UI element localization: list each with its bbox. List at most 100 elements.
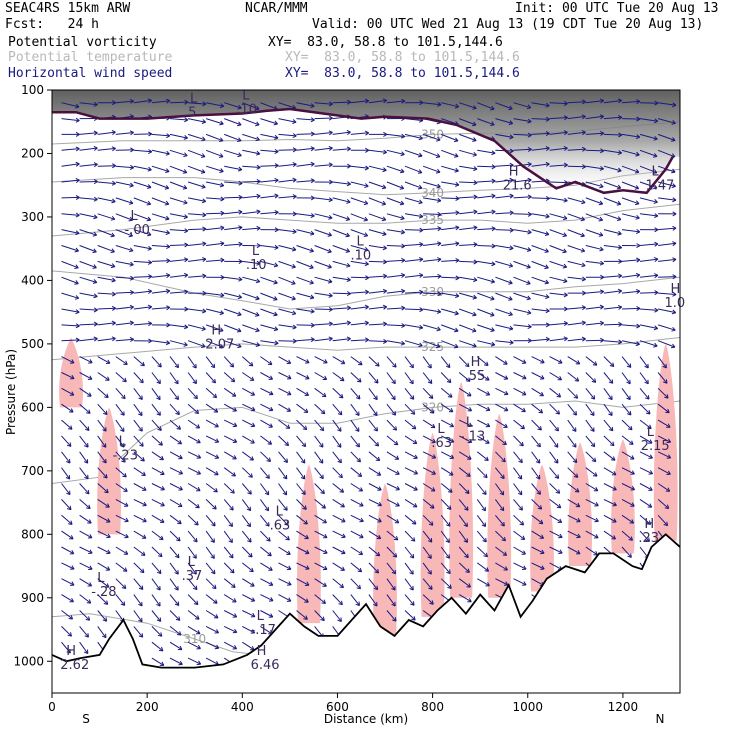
wind-vector xyxy=(151,594,161,607)
wind-vector-head xyxy=(466,392,472,397)
wind-vector-head xyxy=(666,438,672,443)
wind-vector xyxy=(115,435,125,448)
wind-vector xyxy=(242,149,261,155)
extremum-value-label: -.13 xyxy=(460,429,485,444)
wind-vector-head xyxy=(598,232,604,237)
wind-vector xyxy=(314,356,328,364)
wind-vector xyxy=(97,245,115,253)
wind-vector-head xyxy=(562,215,568,221)
wind-vector xyxy=(332,181,351,185)
wind-vector-head xyxy=(526,247,532,252)
wind-vector xyxy=(386,514,400,524)
wind-vector xyxy=(350,260,369,265)
wind-vector-head xyxy=(671,183,676,189)
wind-vector-head xyxy=(553,443,559,448)
wind-vector-head xyxy=(341,549,346,555)
wind-vector xyxy=(169,181,187,189)
wind-vector-head xyxy=(193,394,198,400)
wind-vector-head xyxy=(146,184,152,189)
extremum-value-label: -.23 xyxy=(113,448,138,463)
wind-vector-head xyxy=(654,227,659,233)
wind-vector xyxy=(639,274,658,278)
wind-vector-head xyxy=(74,295,80,300)
wind-vector-head xyxy=(445,363,451,369)
wind-vector-head xyxy=(148,338,153,344)
wind-vector-head xyxy=(401,98,406,104)
wind-vector xyxy=(97,292,116,295)
wind-vector-head xyxy=(392,426,398,431)
wind-vector xyxy=(224,102,242,109)
wind-vector-head xyxy=(376,471,382,476)
wind-vector xyxy=(187,514,199,526)
wind-vector-head xyxy=(156,395,161,401)
wind-vector xyxy=(187,594,199,605)
wind-vector xyxy=(332,467,343,479)
wind-vector-head xyxy=(69,598,74,603)
wind-vector xyxy=(476,515,487,527)
wind-vector-head xyxy=(582,290,586,296)
wind-vector-head xyxy=(232,645,238,650)
wind-vector-head xyxy=(200,153,206,158)
wind-vector xyxy=(603,530,616,540)
wind-vector xyxy=(513,419,525,430)
wind-vector-head xyxy=(427,538,433,543)
wind-vector-head xyxy=(572,443,577,448)
wind-vector-head xyxy=(291,310,297,316)
wind-vector xyxy=(61,292,79,299)
wind-vector xyxy=(296,118,315,121)
wind-vector-head xyxy=(148,131,153,137)
wind-vector-head xyxy=(418,272,424,278)
wind-vector xyxy=(205,641,219,649)
wind-vector-head xyxy=(232,455,237,460)
wind-vector xyxy=(404,308,424,311)
wind-vector-head xyxy=(196,629,201,635)
wind-vector-head xyxy=(373,395,378,401)
wind-vector-head xyxy=(256,243,261,249)
wind-vector-head xyxy=(346,336,351,342)
wind-vector xyxy=(386,451,399,460)
wind-vector-head xyxy=(327,264,332,269)
wind-vector xyxy=(404,467,418,475)
wind-vector-head xyxy=(101,443,107,448)
wind-vector xyxy=(169,133,188,139)
wind-vector-head xyxy=(328,306,333,312)
wind-vector-head xyxy=(575,360,581,365)
wind-vector-head xyxy=(346,99,351,105)
wind-vector-head xyxy=(159,661,165,666)
wind-vector xyxy=(296,594,309,603)
wind-vector xyxy=(657,340,676,348)
wind-vector-head xyxy=(323,533,328,539)
wind-vector xyxy=(458,562,470,573)
wind-vector-head xyxy=(359,533,364,539)
wind-vector-head xyxy=(526,264,531,269)
extremum-low-marker: L xyxy=(257,609,265,624)
wind-vector xyxy=(332,372,345,382)
wind-vector xyxy=(386,356,397,368)
wind-vector-head xyxy=(391,569,397,575)
wind-vector xyxy=(513,102,531,109)
extremum-value-label: -.00 xyxy=(125,223,150,238)
wind-vector xyxy=(621,483,635,491)
wind-vector-head xyxy=(175,616,181,621)
wind-vector-head xyxy=(237,343,242,349)
extremum-low-marker: L xyxy=(437,422,445,437)
wind-vector xyxy=(260,546,272,557)
wind-vector-head xyxy=(250,391,256,396)
wind-vector-head xyxy=(177,645,183,651)
x-tick-label: 0 xyxy=(48,700,56,714)
wind-vector-head xyxy=(339,583,344,589)
wind-vector-head xyxy=(653,135,658,141)
wind-vector xyxy=(368,229,387,235)
wind-vector-head xyxy=(545,322,550,328)
wind-vector xyxy=(531,451,541,464)
wind-vector xyxy=(440,467,454,476)
wind-vector-head xyxy=(427,554,432,559)
wind-vector-head xyxy=(599,320,604,326)
wind-vector xyxy=(657,451,671,459)
wind-vector-head xyxy=(382,304,388,310)
wind-vector-head xyxy=(618,115,623,121)
wind-vector xyxy=(188,275,207,278)
wind-vector-head xyxy=(128,200,134,205)
wind-vector-head xyxy=(346,181,351,187)
wind-vector-head xyxy=(521,565,527,570)
